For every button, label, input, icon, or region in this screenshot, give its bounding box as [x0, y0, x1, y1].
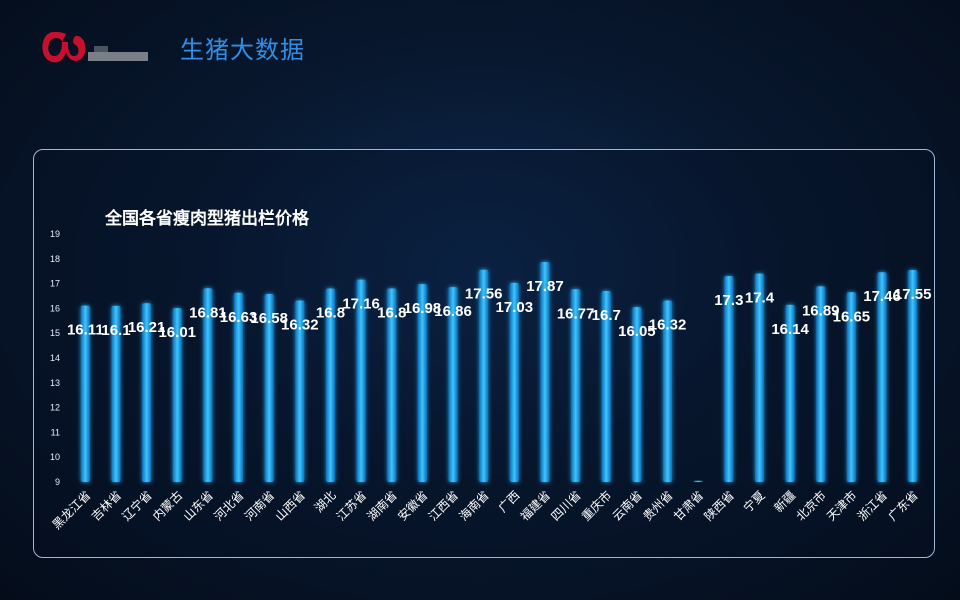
bar	[754, 273, 764, 482]
y-tick-label: 18	[50, 254, 60, 264]
data-label: 16.58	[250, 310, 288, 327]
x-tick-label: 新疆	[771, 488, 799, 516]
header: 生猪大数据	[36, 22, 305, 72]
x-tick-label: 湖北	[311, 488, 339, 516]
y-tick-label: 9	[55, 477, 60, 487]
brand-logo-icon	[42, 32, 148, 63]
bar	[693, 480, 703, 482]
data-label: 17.46	[863, 288, 901, 305]
data-label: 16.7	[592, 307, 621, 324]
bar	[111, 305, 121, 482]
data-label: 17.55	[894, 286, 932, 303]
x-tick-label: 贵州省	[640, 488, 675, 523]
x-tick-label: 内蒙古	[149, 488, 185, 524]
y-tick-label: 15	[50, 328, 60, 338]
data-label: 16.86	[434, 303, 472, 320]
x-tick-label: 黑龙江省	[50, 488, 94, 532]
data-label: 16.32	[281, 316, 319, 333]
x-tick-label: 广西	[496, 488, 523, 515]
bar	[417, 284, 427, 482]
bar	[816, 286, 826, 482]
x-tick-label: 山东省	[181, 488, 216, 523]
x-tick-label: 河南省	[241, 488, 277, 524]
x-tick-label: 辽宁省	[119, 488, 155, 524]
x-tick-label: 安徽省	[394, 488, 430, 524]
bar	[846, 292, 856, 482]
x-tick-label: 北京市	[793, 488, 829, 524]
x-tick-label: 宁夏	[740, 488, 768, 516]
bar	[80, 305, 90, 482]
bar	[387, 288, 397, 482]
data-label: 16.63	[220, 309, 258, 326]
x-tick-label: 云南省	[609, 488, 645, 524]
data-label: 16.98	[404, 300, 442, 317]
data-label: 16.32	[649, 316, 687, 333]
bar	[264, 294, 274, 482]
bar	[479, 269, 489, 482]
data-label: 16.81	[189, 304, 227, 321]
x-tick-label: 天津市	[823, 488, 859, 524]
x-tick-label: 福建省	[517, 488, 553, 524]
data-label: 17.3	[714, 292, 743, 309]
y-tick-label: 12	[50, 403, 60, 413]
x-tick-label: 浙江省	[855, 488, 890, 523]
bar	[601, 291, 611, 482]
bar	[785, 304, 795, 482]
bar	[203, 288, 213, 482]
bar	[448, 287, 458, 482]
chart-title: 全国各省瘦肉型猪出栏价格	[105, 209, 309, 229]
data-label: 16.89	[802, 302, 840, 319]
bar	[663, 300, 673, 482]
data-label: 16.65	[833, 308, 871, 325]
x-tick-label: 陕西省	[701, 488, 737, 524]
x-tick-label: 重庆市	[578, 488, 614, 524]
bar	[172, 308, 182, 482]
data-label: 16.1	[101, 322, 130, 339]
y-tick-label: 10	[50, 452, 60, 462]
data-label: 17.4	[745, 290, 775, 307]
x-tick-label: 海南省	[456, 488, 492, 524]
y-tick-label: 14	[50, 353, 60, 363]
bar	[877, 272, 887, 482]
x-tick-label: 吉林省	[89, 488, 124, 523]
data-label: 17.87	[526, 278, 564, 295]
bar	[142, 303, 152, 482]
bar	[632, 307, 642, 482]
data-label: 16.14	[771, 321, 809, 338]
x-tick-label: 四川省	[548, 488, 583, 523]
bar	[295, 300, 305, 482]
y-tick-label: 19	[50, 229, 60, 239]
x-tick-label: 湖南省	[364, 488, 400, 524]
bar	[571, 289, 581, 482]
data-label: 16.01	[158, 324, 196, 341]
bar	[234, 292, 244, 482]
bar	[325, 288, 335, 482]
x-tick-label: 江西省	[426, 488, 461, 523]
data-label: 16.8	[377, 305, 406, 322]
bar	[908, 269, 918, 482]
x-tick-label: 山西省	[273, 488, 308, 523]
bar	[509, 282, 519, 482]
data-label: 16.05	[618, 323, 656, 340]
y-tick-label: 16	[50, 303, 60, 313]
data-label: 17.03	[496, 299, 534, 316]
x-tick-label: 甘肃省	[671, 488, 706, 523]
x-tick-label: 广东省	[885, 488, 920, 523]
x-tick-label: 江苏省	[334, 488, 369, 523]
data-label: 17.16	[342, 296, 380, 313]
bar	[356, 279, 366, 482]
data-label: 16.8	[316, 305, 345, 322]
bar	[540, 262, 550, 482]
y-tick-label: 17	[50, 279, 60, 289]
y-tick-label: 13	[50, 378, 60, 388]
x-tick-label: 河北省	[211, 488, 246, 523]
data-label: 16.11	[67, 322, 104, 339]
bar	[724, 276, 734, 482]
data-label: 16.77	[557, 305, 595, 322]
data-label: 16.21	[128, 319, 166, 336]
app-title: 生猪大数据	[180, 35, 305, 64]
y-tick-label: 11	[51, 427, 60, 437]
data-label: 17.56	[465, 286, 503, 303]
